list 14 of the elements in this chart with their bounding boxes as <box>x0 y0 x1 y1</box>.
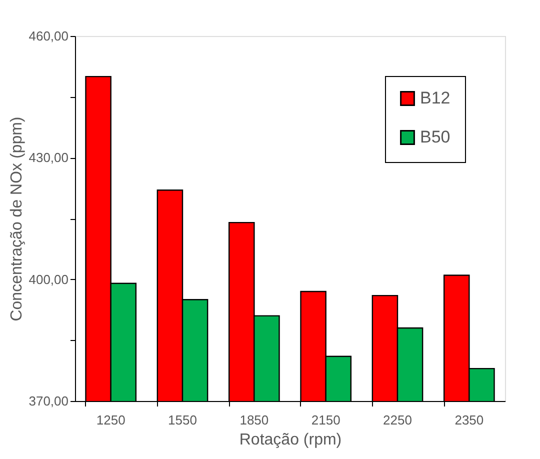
x-tick-label: 2350 <box>454 412 484 428</box>
y-tick-label: 460,00 <box>28 28 68 44</box>
legend-label: B50 <box>420 128 450 146</box>
x-tick-label: 2150 <box>311 412 340 428</box>
x-tick-label: 1850 <box>240 412 269 428</box>
y-tick-label: 370,00 <box>28 394 68 408</box>
x-tick-label: 1550 <box>168 412 197 428</box>
x-axis-title: Rotação (rpm) <box>239 432 342 448</box>
x-tick-label: 2250 <box>383 412 412 428</box>
y-tick-label: 430,00 <box>28 150 68 166</box>
x-tick-label: 1250 <box>96 412 126 428</box>
y-tick-label: 400,00 <box>28 272 68 287</box>
y-axis-title: Concentração de NOx (ppm) <box>8 116 26 322</box>
legend-label: B12 <box>420 88 450 108</box>
